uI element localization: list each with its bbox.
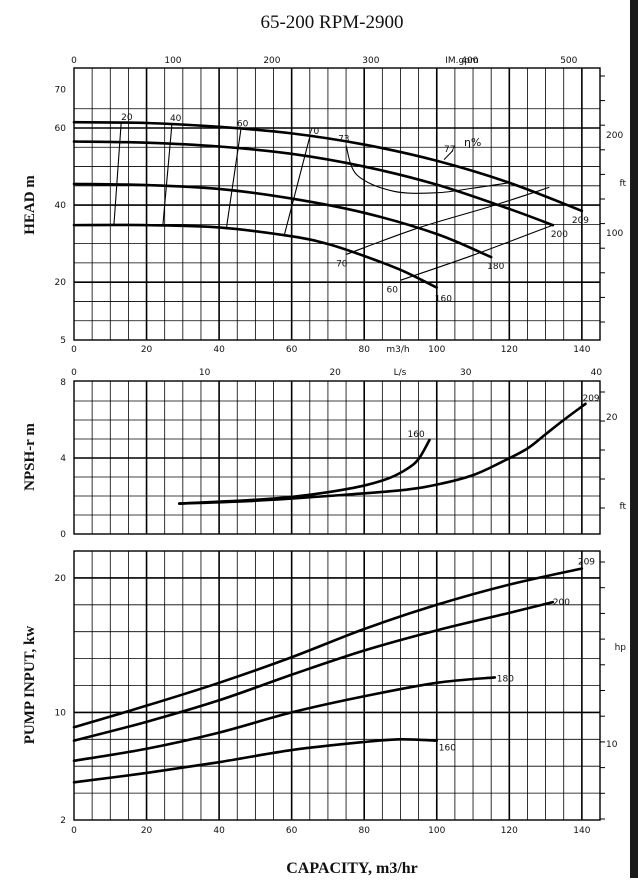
power-x-tick-label: 100 bbox=[428, 826, 445, 836]
head-curve-label-209: 209 bbox=[572, 216, 589, 226]
npsh-y-tick-label: 8 bbox=[60, 378, 66, 388]
ls-tick-label: 40 bbox=[591, 368, 603, 378]
gpm-tick-label: 0 bbox=[71, 56, 77, 66]
power-x-tick-label: 60 bbox=[286, 826, 298, 836]
head-y-axis-title: HEAD m bbox=[22, 175, 38, 235]
gpm-tick-label: 200 bbox=[263, 56, 280, 66]
efficiency-label-73: 73 bbox=[338, 135, 349, 145]
efficiency-line-60 bbox=[225, 129, 242, 229]
gpm-unit-label: IM.gpm bbox=[445, 56, 478, 66]
npsh-right-tick-20: 20 bbox=[606, 413, 618, 423]
power-curve-label-180: 180 bbox=[497, 674, 514, 684]
power-x-tick-label: 20 bbox=[141, 826, 153, 836]
efficiency-peak-label: 77 bbox=[444, 145, 455, 155]
head-curve-label-180: 180 bbox=[487, 262, 504, 272]
head-right-tick-200: 200 bbox=[606, 131, 623, 141]
ls-unit-label: L/s bbox=[394, 368, 407, 378]
head-x-tick-label: 120 bbox=[501, 345, 518, 355]
power-x-tick-label: 120 bbox=[501, 826, 518, 836]
head-x-tick-label: 60 bbox=[286, 345, 298, 355]
efficiency-line-20 bbox=[113, 122, 122, 226]
power-x-tick-label: 40 bbox=[213, 826, 225, 836]
power-x-tick-label: 0 bbox=[71, 826, 77, 836]
efficiency-line-70 bbox=[345, 186, 550, 255]
head-frame bbox=[73, 67, 601, 341]
power-x-tick-label: 80 bbox=[358, 826, 370, 836]
power-right-unit: hp bbox=[615, 643, 627, 653]
head-y-tick-label: 70 bbox=[55, 85, 67, 95]
power-curve-label-160: 160 bbox=[439, 744, 456, 754]
efficiency-line-73 bbox=[345, 145, 510, 194]
head-x-tick-label: 100 bbox=[428, 345, 445, 355]
npsh-curve-label-209: 209 bbox=[582, 394, 599, 404]
power-y-tick-label: 20 bbox=[55, 574, 67, 584]
efficiency-line-70 bbox=[283, 136, 311, 235]
screen-edge bbox=[630, 0, 638, 878]
gpm-tick-label: 100 bbox=[164, 56, 181, 66]
head-curve-label-160: 160 bbox=[435, 295, 452, 305]
npsh-y-tick-label: 4 bbox=[60, 454, 66, 464]
npsh-y-axis-title: NPSH-r m bbox=[22, 423, 38, 491]
head-x-tick-label: 0 bbox=[71, 345, 77, 355]
ls-tick-label: 20 bbox=[329, 368, 341, 378]
ls-tick-label: 0 bbox=[71, 368, 77, 378]
efficiency-label-70: 70 bbox=[336, 259, 348, 269]
x-axis-title: CAPACITY, m3/hr bbox=[286, 860, 418, 877]
head-x-tick-label: 80 bbox=[358, 345, 370, 355]
head-right-unit: ft bbox=[619, 179, 626, 189]
efficiency-peak-tick bbox=[443, 150, 454, 160]
head-x-tick-label: 20 bbox=[141, 345, 153, 355]
head-y-tick-label: 60 bbox=[55, 124, 67, 134]
ls-tick-label: 30 bbox=[460, 368, 472, 378]
head-curve-160 bbox=[72, 223, 439, 289]
power-y-tick-label: 2 bbox=[60, 816, 66, 826]
head-curve-209 bbox=[72, 120, 584, 213]
head-y-tick-label: 5 bbox=[60, 336, 66, 346]
power-curve-160 bbox=[72, 737, 439, 784]
npsh-curve-label-160: 160 bbox=[408, 430, 425, 440]
head-x-unit-label: m3/h bbox=[386, 345, 409, 355]
head-curve-180 bbox=[72, 182, 493, 259]
efficiency-line-40 bbox=[162, 123, 173, 226]
head-y-tick-label: 40 bbox=[55, 201, 67, 211]
power-curve-200 bbox=[72, 600, 555, 742]
gpm-tick-label: 500 bbox=[560, 56, 577, 66]
head-x-tick-label: 140 bbox=[573, 345, 590, 355]
head-x-tick-label: 40 bbox=[213, 345, 225, 355]
head-curve-200 bbox=[72, 140, 555, 227]
power-curve-209 bbox=[72, 567, 584, 729]
gpm-tick-label: 400 bbox=[461, 56, 478, 66]
gpm-tick-label: 300 bbox=[362, 56, 379, 66]
efficiency-symbol: η% bbox=[464, 136, 481, 149]
power-curve-label-200: 200 bbox=[553, 598, 570, 608]
head-right-tick-100: 100 bbox=[606, 229, 623, 239]
efficiency-label-20: 20 bbox=[121, 113, 133, 123]
chart-title: 65-200 RPM-2900 bbox=[260, 12, 403, 33]
efficiency-label-60: 60 bbox=[237, 120, 249, 130]
power-y-tick-label: 10 bbox=[55, 708, 67, 718]
npsh-curve-160 bbox=[177, 438, 431, 505]
power-curve-180 bbox=[72, 676, 497, 763]
power-y-axis-title: PUMP INPUT, kw bbox=[22, 626, 38, 745]
npsh-right-unit: ft bbox=[619, 502, 626, 512]
efficiency-line-60 bbox=[400, 224, 554, 281]
ls-tick-label: 10 bbox=[199, 368, 211, 378]
npsh-y-tick-label: 0 bbox=[60, 530, 66, 540]
npsh-curve-209 bbox=[177, 402, 587, 505]
head-y-tick-label: 20 bbox=[55, 278, 67, 288]
power-right-tick-10: 10 bbox=[606, 740, 618, 750]
efficiency-label-70: 70 bbox=[308, 127, 320, 137]
efficiency-label-60: 60 bbox=[386, 285, 398, 295]
power-x-tick-label: 140 bbox=[573, 826, 590, 836]
head-curve-label-200: 200 bbox=[551, 230, 568, 240]
power-curve-label-209: 209 bbox=[578, 557, 595, 567]
efficiency-label-40: 40 bbox=[170, 114, 182, 124]
